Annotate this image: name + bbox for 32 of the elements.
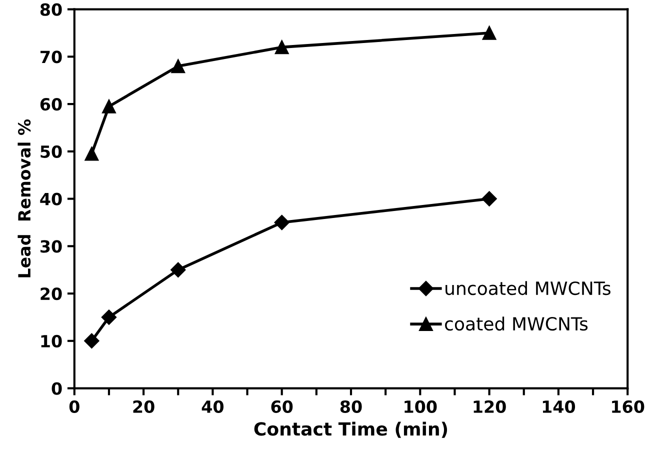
y-tick-label: 70	[40, 50, 62, 64]
y-tick-label: 50	[40, 145, 62, 158]
y-tick-label: 80	[40, 3, 62, 16]
x-axis-title: Contact Time (min)	[254, 422, 448, 438]
y-tick-label: 20	[40, 287, 62, 300]
point	[170, 262, 186, 278]
point	[101, 310, 117, 325]
x-tick-label: 0	[69, 400, 80, 413]
y-tick-label: 30	[40, 240, 62, 253]
point	[84, 146, 99, 161]
x-tick-label: 160	[612, 400, 644, 413]
point	[274, 214, 290, 230]
legend-label: coated MWCNTs	[445, 316, 588, 331]
point	[84, 333, 100, 348]
x-tick-label: 120	[474, 400, 506, 413]
point	[482, 191, 497, 206]
point	[171, 59, 186, 74]
y-tick-label: 0	[52, 382, 62, 395]
x-tick-label: 20	[133, 400, 154, 413]
x-tick-label: 140	[542, 400, 576, 413]
x-tick-label: 80	[340, 400, 362, 413]
y-axis-title: Lead Removal %	[18, 119, 31, 278]
x-tick-label: 100	[404, 400, 437, 413]
point	[482, 26, 496, 40]
y-tick-label: 10	[41, 334, 62, 348]
x-tick-label: 60	[271, 400, 293, 413]
x-tick-label: 40	[202, 400, 224, 413]
y-tick-label: 60	[40, 98, 62, 111]
point	[274, 40, 289, 54]
y-tick-label: 40	[40, 192, 62, 206]
point	[102, 99, 116, 114]
legend-label: uncoated MWCNTs	[446, 281, 610, 296]
